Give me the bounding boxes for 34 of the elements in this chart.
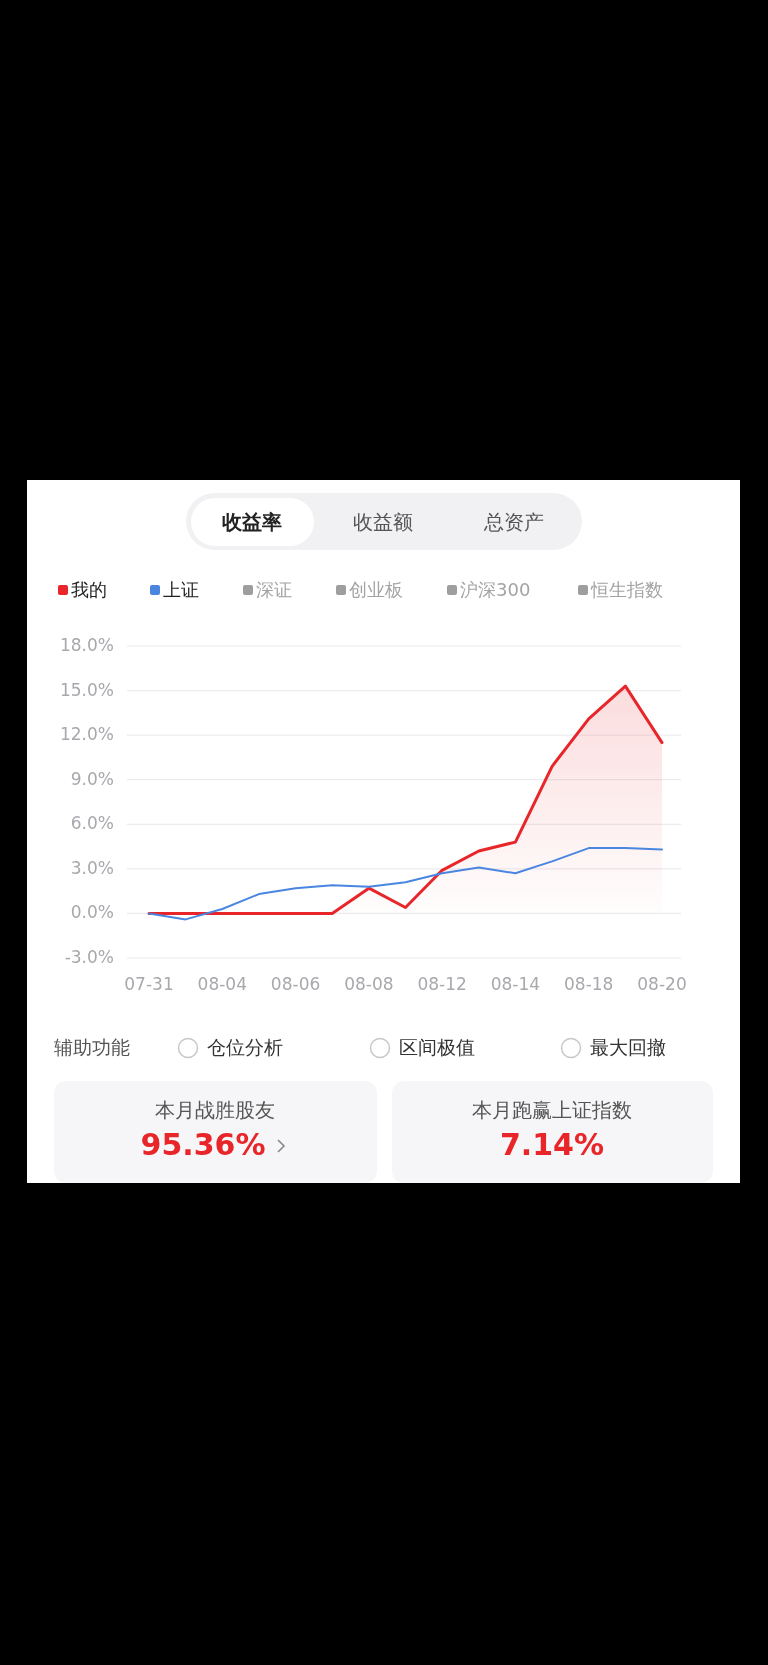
- text: 本月跑赢上证指数: [472, 1097, 632, 1122]
- y-tick-label: 0.0%: [70, 902, 114, 923]
- legend-label: 我的: [71, 579, 107, 600]
- x-tick-label: 08-14: [490, 974, 541, 994]
- y-tick-label: 15.0%: [59, 679, 114, 700]
- legend-label: 恒生指数: [590, 579, 663, 600]
- y-tick-label: -3.0%: [64, 947, 114, 967]
- text: 收益额: [353, 509, 413, 534]
- line-series: [148, 847, 663, 921]
- x-tick-label: 08-08: [344, 974, 394, 994]
- y-tick-label: 9.0%: [70, 768, 114, 789]
- legend-label: 创业板: [349, 579, 403, 600]
- x-tick-label: 08-12: [417, 974, 467, 994]
- text: 7.14%: [499, 1126, 605, 1162]
- text: 最大回撤: [590, 1035, 666, 1058]
- y-tick-label: 12.0%: [59, 724, 114, 745]
- x-tick-label: 08-06: [270, 974, 321, 994]
- legend-label: 沪深300: [460, 579, 531, 600]
- y-tick-label: 18.0%: [59, 635, 114, 655]
- text: 辅助功能: [54, 1035, 130, 1058]
- text: 区间极值: [399, 1035, 475, 1058]
- y-tick-label: 6.0%: [70, 813, 114, 834]
- text: 95.36%: [140, 1126, 266, 1162]
- x-tick-label: 08-18: [564, 974, 614, 994]
- x-tick-label: 08-04: [197, 974, 247, 994]
- x-tick-label: 08-20: [637, 974, 687, 994]
- legend-label: 深证: [256, 579, 292, 600]
- text: 本月战胜股友: [155, 1097, 275, 1122]
- text: 总资产: [483, 509, 544, 534]
- y-tick-label: 3.0%: [70, 857, 114, 878]
- text: 收益率: [222, 509, 282, 534]
- x-tick-label: 07-31: [124, 974, 174, 994]
- legend-label: 上证: [163, 579, 199, 600]
- text: 仓位分析: [207, 1035, 283, 1058]
